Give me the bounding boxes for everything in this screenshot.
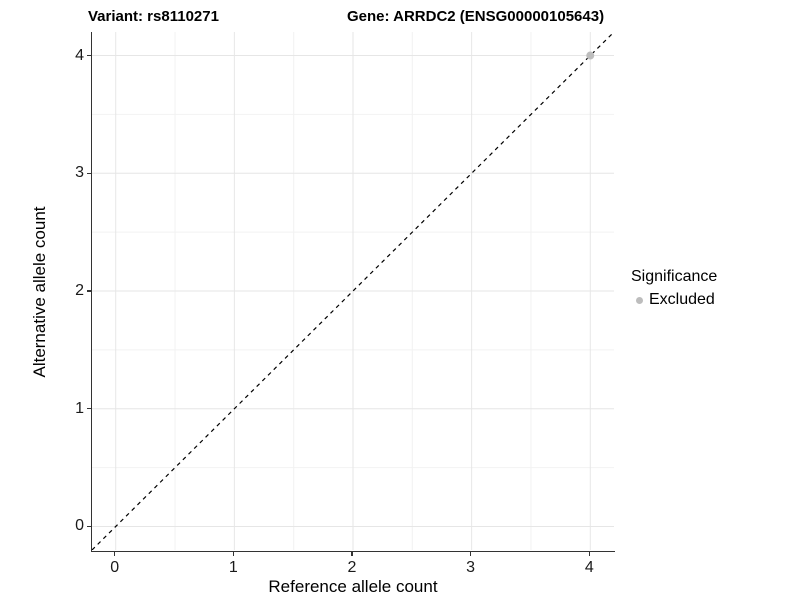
- y-tick-label: 1: [75, 399, 84, 417]
- x-axis-title: Reference allele count: [268, 577, 438, 596]
- y-tick-mark: [87, 172, 91, 175]
- y-tick-mark: [87, 525, 91, 528]
- plot-title-gene: Gene: ARRDC2 (ENSG00000105643): [347, 8, 605, 25]
- plot-canvas: [92, 32, 614, 550]
- x-tick-mark: [351, 552, 353, 556]
- y-tick-label: 4: [75, 46, 84, 64]
- legend-point-icon: [635, 296, 643, 304]
- x-tick-mark: [469, 552, 472, 556]
- y-tick-label: 0: [75, 517, 84, 535]
- data-point: [586, 51, 595, 60]
- legend-label: Excluded: [649, 291, 715, 308]
- y-tick-label: 3: [75, 164, 84, 182]
- x-tick-mark: [232, 552, 235, 556]
- plot-panel: [91, 32, 615, 552]
- legend-entries: Excluded: [631, 291, 717, 309]
- plot-title-variant: Variant: rs8110271: [88, 8, 219, 25]
- legend-key: [631, 292, 647, 308]
- x-tick-label: 0: [110, 559, 120, 576]
- y-tick-label: 2: [75, 282, 84, 299]
- x-tick-label: 1: [228, 559, 238, 576]
- legend: Significance Excluded: [631, 268, 717, 309]
- x-tick-label: 3: [466, 559, 476, 576]
- x-tick-mark: [588, 552, 591, 556]
- x-tick-label: 4: [584, 559, 594, 576]
- x-tick-mark: [113, 552, 116, 556]
- y-tick-mark: [87, 407, 91, 410]
- x-tick-label: 2: [347, 559, 357, 576]
- y-tick-mark: [87, 290, 91, 292]
- identity-dashed-line: [92, 32, 614, 550]
- legend-entry: Excluded: [631, 291, 717, 309]
- y-axis-title-text: Alternative allele count: [30, 206, 49, 378]
- y-tick-mark: [87, 54, 91, 57]
- legend-title: Significance: [631, 268, 718, 285]
